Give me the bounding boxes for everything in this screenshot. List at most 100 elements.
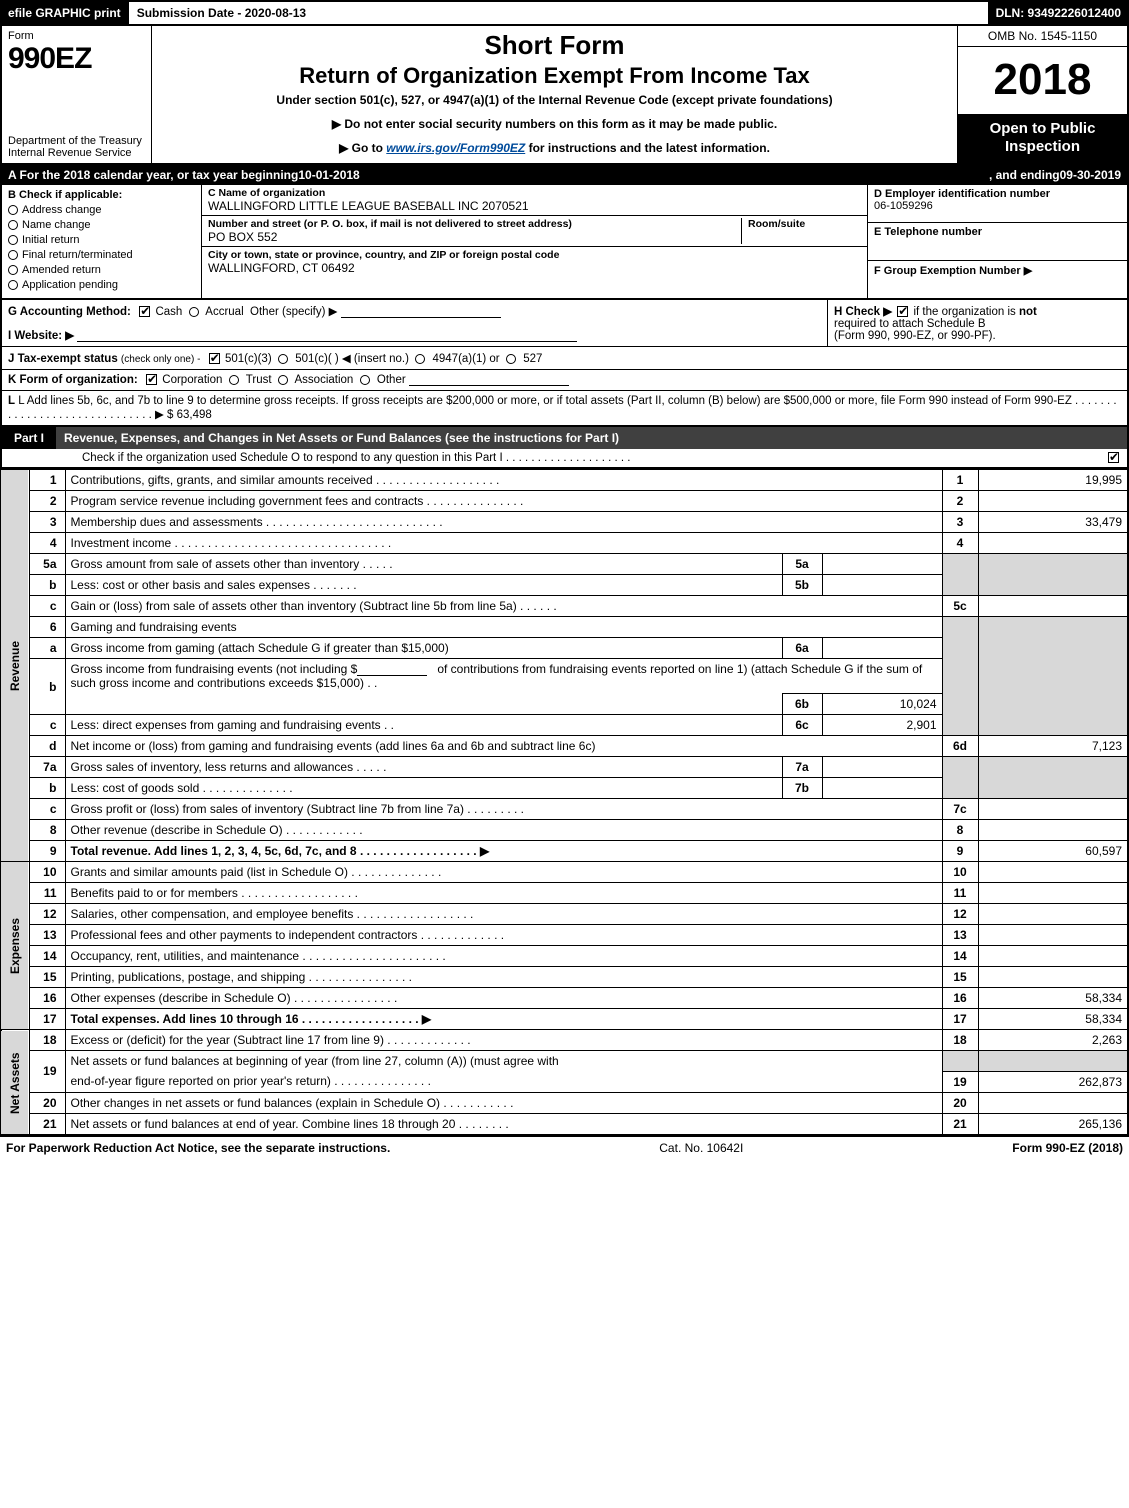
checkbox-501c[interactable] [278,354,288,364]
line-numcol: 21 [942,1113,978,1135]
table-row: 3 Membership dues and assessments . . . … [1,512,1128,533]
website-input[interactable] [77,330,577,342]
table-row: 19 Net assets or fund balances at beginn… [1,1051,1128,1072]
checkbox-schedule-o[interactable] [1108,452,1119,463]
line-numcol: 6d [942,736,978,757]
line-desc: Total revenue. Add lines 1, 2, 3, 4, 5c,… [65,841,942,862]
line-numcol: 17 [942,1009,978,1030]
line-desc: Benefits paid to or for members . . . . … [65,883,942,904]
checkbox-corp[interactable] [146,374,157,385]
ty-end: 09-30-2019 [1060,168,1121,182]
l6b-amount-input[interactable] [357,664,427,676]
dept-line1: Department of the Treasury [8,135,145,147]
grey-cell [942,617,978,736]
j-label: J Tax-exempt status [8,353,118,365]
line-numcol: 15 [942,967,978,988]
checkbox-final-return[interactable] [8,250,18,260]
line-num: 5a [29,554,65,575]
j-note: (check only one) - [121,354,200,365]
expenses-side-label: Expenses [1,862,29,1030]
line-value: 60,597 [978,841,1128,862]
line-desc: Excess or (deficit) for the year (Subtra… [65,1030,942,1051]
table-row: 15 Printing, publications, postage, and … [1,967,1128,988]
line-numcol: 5c [942,596,978,617]
line-desc: Grants and similar amounts paid (list in… [65,862,942,883]
subline-num: 5a [782,554,822,575]
b-label: B Check if applicable: [8,189,195,201]
part1-tab: Part I [2,427,56,449]
part1-title: Revenue, Expenses, and Changes in Net As… [56,427,1127,449]
checkbox-address-change[interactable] [8,205,18,215]
checkbox-accrual[interactable] [189,307,199,317]
checkbox-app-pending[interactable] [8,280,18,290]
k-corp: Corporation [162,374,222,386]
checkbox-501c3[interactable] [209,353,220,364]
line-num: c [29,799,65,820]
part1-sub-text: Check if the organization used Schedule … [82,452,630,464]
checkbox-assoc[interactable] [278,375,288,385]
subline-val [822,554,942,575]
table-row: 17 Total expenses. Add lines 10 through … [1,1009,1128,1030]
k-label: K Form of organization: [8,374,138,386]
line-value [978,491,1128,512]
line-numcol: 20 [942,1092,978,1113]
line-num: b [29,659,65,715]
checkbox-amended[interactable] [8,265,18,275]
no-ssn-note: ▶ Do not enter social security numbers o… [162,117,947,131]
g-other-input[interactable] [341,306,501,318]
grey-cell [942,1051,978,1072]
checkbox-initial-return[interactable] [8,235,18,245]
line-numcol: 2 [942,491,978,512]
line-numcol: 12 [942,904,978,925]
efile-label: efile GRAPHIC print [0,0,129,26]
line-value [978,596,1128,617]
name-change: Name change [22,219,91,231]
checkbox-other[interactable] [360,375,370,385]
line-num: 4 [29,533,65,554]
page-footer: For Paperwork Reduction Act Notice, see … [0,1136,1129,1159]
line-num: 2 [29,491,65,512]
line-desc: Salaries, other compensation, and employ… [65,904,942,925]
checkbox-trust[interactable] [229,375,239,385]
line-num: a [29,638,65,659]
final-return: Final return/terminated [22,249,133,261]
line-num: 7a [29,757,65,778]
row-g: G Accounting Method: Cash Accrual Other … [2,300,827,346]
dln-label: DLN: 93492226012400 [988,0,1129,26]
line-desc: Gross income from fundraising events (no… [65,659,942,694]
line-num: 14 [29,946,65,967]
row-h: H Check ▶ if the organization is not req… [827,300,1127,346]
section-b: B Check if applicable: Address change Na… [2,185,202,298]
table-row: 21 Net assets or fund balances at end of… [1,1113,1128,1135]
checkbox-name-change[interactable] [8,220,18,230]
line-desc: Contributions, gifts, grants, and simila… [65,470,942,491]
grey-cell [978,1051,1128,1072]
checkbox-cash[interactable] [139,306,150,317]
table-row: Revenue 1 Contributions, gifts, grants, … [1,470,1128,491]
l-text: L Add lines 5b, 6c, and 7b to line 9 to … [8,395,1117,421]
goto-link[interactable]: www.irs.gov/Form990EZ [386,141,525,155]
footer-left: For Paperwork Reduction Act Notice, see … [6,1141,390,1155]
table-row: 4 Investment income . . . . . . . . . . … [1,533,1128,554]
line-desc: Less: cost of goods sold . . . . . . . .… [65,778,782,799]
line-desc: Other revenue (describe in Schedule O) .… [65,820,942,841]
table-row: 13 Professional fees and other payments … [1,925,1128,946]
goto-post: for instructions and the latest informat… [525,141,770,155]
line-desc: Net assets or fund balances at end of ye… [65,1113,942,1135]
short-form-title: Short Form [162,30,947,61]
subline-num: 7a [782,757,822,778]
table-row: 14 Occupancy, rent, utilities, and maint… [1,946,1128,967]
amended-return: Amended return [22,264,101,276]
line-num: d [29,736,65,757]
k-assoc: Association [295,374,354,386]
subline-val [822,757,942,778]
line-desc: Printing, publications, postage, and shi… [65,967,942,988]
footer-form: Form 990-EZ (2018) [1012,1141,1123,1155]
checkbox-4947[interactable] [415,354,425,364]
subline-num: 7b [782,778,822,799]
k-other-input[interactable] [409,374,569,386]
line-desc: Program service revenue including govern… [65,491,942,512]
checkbox-h[interactable] [897,306,908,317]
g-label: G Accounting Method: [8,306,131,318]
checkbox-527[interactable] [506,354,516,364]
